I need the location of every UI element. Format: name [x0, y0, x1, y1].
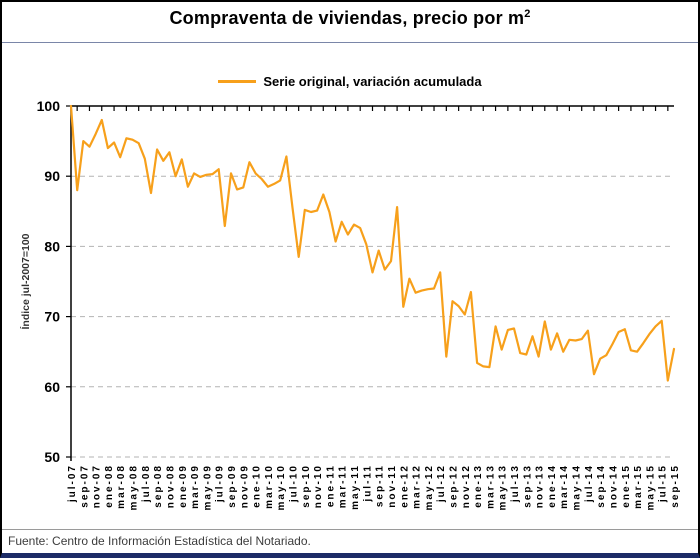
- svg-text:jul-11: jul-11: [362, 464, 373, 503]
- svg-text:sep-07: sep-07: [79, 464, 90, 508]
- svg-text:50: 50: [44, 449, 60, 465]
- svg-text:jul-12: jul-12: [436, 464, 447, 503]
- svg-text:jul-08: jul-08: [141, 464, 152, 503]
- legend-label: Serie original, variación acumulada: [263, 74, 482, 89]
- source-footer: Fuente: Centro de Información Estadístic…: [2, 529, 698, 553]
- svg-text:may-11: may-11: [350, 464, 361, 510]
- svg-text:mar-13: mar-13: [485, 464, 496, 509]
- svg-text:may-14: may-14: [572, 464, 583, 510]
- svg-text:sep-08: sep-08: [153, 464, 164, 508]
- svg-text:mar-14: mar-14: [559, 464, 570, 509]
- svg-text:jul-09: jul-09: [215, 464, 226, 503]
- svg-text:sep-11: sep-11: [375, 464, 386, 507]
- source-text: Fuente: Centro de Información Estadístic…: [8, 534, 311, 548]
- chart-title-text: Compraventa de viviendas, precio por m: [169, 8, 525, 28]
- svg-text:90: 90: [44, 168, 60, 184]
- y-tick-labels: 100 90 80 70 60 50: [37, 98, 61, 465]
- svg-text:60: 60: [44, 379, 60, 395]
- svg-text:may-09: may-09: [202, 464, 213, 510]
- svg-text:80: 80: [44, 238, 60, 254]
- svg-text:sep-10: sep-10: [301, 464, 312, 508]
- svg-text:may-13: may-13: [498, 464, 509, 510]
- legend: Serie original, variación acumulada: [2, 74, 698, 89]
- svg-text:mar-10: mar-10: [264, 464, 275, 509]
- svg-text:nov-10: nov-10: [313, 464, 324, 508]
- svg-text:nov-12: nov-12: [461, 464, 472, 508]
- svg-text:jul-14: jul-14: [584, 464, 595, 503]
- svg-text:sep-14: sep-14: [596, 464, 607, 508]
- chart-title-superscript: 2: [524, 8, 531, 20]
- svg-text:sep-09: sep-09: [227, 464, 238, 508]
- svg-text:jul-07: jul-07: [67, 464, 78, 503]
- svg-text:sep-12: sep-12: [448, 464, 459, 508]
- x-tick-labels: jul-07 sep-07 nov-07 ene-08 mar-08 may-08 jul-…: [67, 464, 681, 510]
- svg-text:ene-12: ene-12: [399, 464, 410, 508]
- svg-text:nov-09: nov-09: [239, 464, 250, 508]
- svg-text:nov-14: nov-14: [608, 464, 619, 508]
- legend-line-swatch: [218, 80, 257, 83]
- svg-text:mar-09: mar-09: [190, 464, 201, 509]
- svg-text:may-15: may-15: [645, 464, 656, 510]
- x-axis-ticks: [76, 106, 669, 111]
- svg-text:jul-10: jul-10: [289, 464, 300, 503]
- title-separator: [2, 42, 698, 43]
- svg-text:may-12: may-12: [424, 464, 435, 510]
- svg-text:ene-15: ene-15: [621, 464, 632, 508]
- svg-text:ene-10: ene-10: [252, 464, 263, 508]
- svg-text:jul-13: jul-13: [510, 464, 521, 503]
- svg-text:jul-15: jul-15: [658, 464, 669, 503]
- svg-text:mar-12: mar-12: [412, 464, 423, 509]
- svg-text:ene-13: ene-13: [473, 464, 484, 508]
- y-axis-title: Índice jul-2007=100: [19, 233, 32, 329]
- svg-text:may-08: may-08: [129, 464, 140, 510]
- svg-text:sep-13: sep-13: [522, 464, 533, 508]
- y-gridlines: [66, 105, 674, 458]
- svg-text:ene-08: ene-08: [104, 464, 115, 508]
- svg-text:nov-13: nov-13: [535, 464, 546, 508]
- svg-text:nov-08: nov-08: [165, 464, 176, 508]
- svg-text:ene-11: ene-11: [325, 464, 336, 507]
- svg-text:nov-07: nov-07: [92, 464, 103, 508]
- svg-text:ene-14: ene-14: [547, 464, 558, 508]
- svg-text:mar-08: mar-08: [116, 464, 127, 509]
- series-line: [69, 104, 676, 382]
- svg-text:sep-15: sep-15: [670, 464, 681, 508]
- chart-title: Compraventa de viviendas, precio por m2: [2, 8, 698, 29]
- svg-text:ene-09: ene-09: [178, 464, 189, 508]
- svg-text:mar-11: mar-11: [338, 464, 349, 508]
- svg-text:may-10: may-10: [276, 464, 287, 510]
- svg-text:100: 100: [37, 98, 61, 114]
- svg-text:nov-11: nov-11: [387, 464, 398, 508]
- svg-text:70: 70: [44, 309, 60, 325]
- svg-text:mar-15: mar-15: [633, 464, 644, 509]
